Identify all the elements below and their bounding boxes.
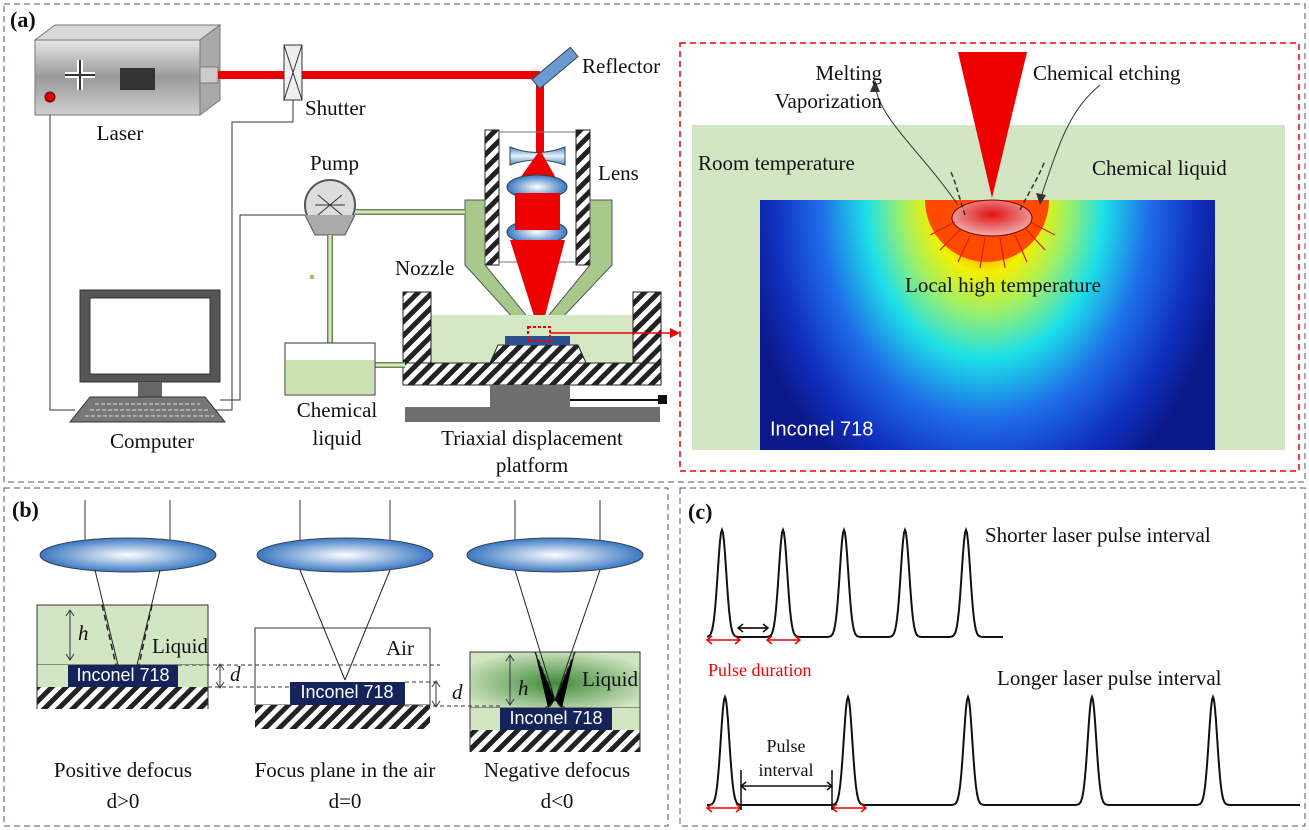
offset-symbol: d bbox=[230, 662, 241, 686]
material-label: Inconel 718 bbox=[76, 665, 169, 685]
shape bbox=[45, 92, 55, 102]
component-label: Chemical bbox=[297, 398, 378, 422]
shape bbox=[707, 628, 800, 640]
material-label: Inconel 718 bbox=[509, 708, 602, 728]
shape bbox=[952, 200, 1032, 236]
pulse-label: Pulse bbox=[766, 736, 805, 756]
shape bbox=[200, 67, 218, 83]
component-label: Computer bbox=[110, 429, 194, 453]
shape bbox=[485, 130, 499, 265]
component-label: Lens bbox=[598, 161, 639, 185]
shape bbox=[515, 193, 560, 230]
shape bbox=[305, 215, 355, 235]
shape bbox=[670, 328, 680, 338]
shape bbox=[40, 538, 216, 572]
inset-label: Chemical etching bbox=[1033, 61, 1181, 85]
case-condition: d<0 bbox=[541, 789, 574, 813]
shape bbox=[658, 395, 667, 404]
material-label: Inconel 718 bbox=[770, 418, 873, 440]
case-condition: d=0 bbox=[329, 789, 362, 813]
height-symbol: h bbox=[78, 621, 89, 645]
figure: (a) (b) (c) Laser Shutter Refle bbox=[0, 0, 1309, 830]
height-symbol: h bbox=[518, 676, 529, 700]
apparatus bbox=[35, 25, 680, 422]
shape bbox=[138, 382, 162, 397]
shape bbox=[218, 71, 540, 79]
panel-label: (b) bbox=[12, 497, 39, 522]
case-condition: d>0 bbox=[107, 789, 140, 813]
component-label: Reflector bbox=[582, 54, 660, 78]
shape bbox=[310, 275, 314, 279]
shape bbox=[90, 298, 210, 374]
component-label: platform bbox=[496, 453, 568, 477]
offset-symbol: d bbox=[452, 680, 463, 704]
medium-label: Liquid bbox=[582, 667, 638, 691]
pulse-label: interval bbox=[759, 760, 814, 780]
inset-label: Melting bbox=[816, 61, 883, 85]
component-label: liquid bbox=[312, 426, 362, 450]
shape bbox=[120, 68, 155, 90]
case-caption: Positive defocus bbox=[54, 758, 192, 782]
pulse-label: Shorter laser pulse interval bbox=[985, 523, 1211, 547]
pulse-label: Longer laser pulse interval bbox=[997, 666, 1222, 690]
medium-label: Air bbox=[386, 636, 414, 660]
component-label: Triaxial displacement bbox=[441, 426, 623, 450]
shape bbox=[286, 360, 374, 394]
pulse-markers bbox=[707, 624, 866, 812]
pulse-label: Pulse duration bbox=[708, 660, 812, 680]
inset-label: Vaporization bbox=[775, 89, 883, 113]
shape bbox=[35, 25, 220, 40]
component-label: Pump bbox=[310, 151, 359, 175]
panel-label: (c) bbox=[688, 499, 712, 524]
shape bbox=[490, 385, 570, 407]
pulse-train bbox=[707, 530, 1003, 637]
shape bbox=[470, 730, 640, 752]
case-caption: Negative defocus bbox=[484, 758, 630, 782]
inset-label: Local high temperature bbox=[905, 273, 1101, 297]
shape bbox=[505, 336, 570, 345]
shape bbox=[467, 538, 643, 572]
material-label: Inconel 718 bbox=[300, 682, 393, 702]
inset-label: Room temperature bbox=[698, 151, 855, 175]
shape bbox=[35, 40, 200, 115]
inset bbox=[680, 43, 1299, 471]
page: (a) (b) (c) Laser Shutter Refle bbox=[0, 0, 1309, 830]
shape bbox=[403, 363, 661, 385]
shape bbox=[257, 538, 433, 572]
shape bbox=[255, 705, 430, 729]
shape bbox=[37, 687, 208, 709]
medium-label: Liquid bbox=[152, 634, 208, 658]
shape bbox=[576, 130, 590, 265]
case-caption: Focus plane in the air bbox=[255, 758, 436, 782]
shape bbox=[405, 407, 660, 422]
shape bbox=[532, 47, 578, 88]
component-label: Laser bbox=[97, 121, 144, 145]
shape bbox=[490, 345, 586, 363]
component-label: Shutter bbox=[305, 96, 366, 120]
panel-label: (a) bbox=[10, 7, 36, 32]
component-label: Nozzle bbox=[395, 256, 454, 280]
inset-label: Chemical liquid bbox=[1092, 156, 1227, 180]
